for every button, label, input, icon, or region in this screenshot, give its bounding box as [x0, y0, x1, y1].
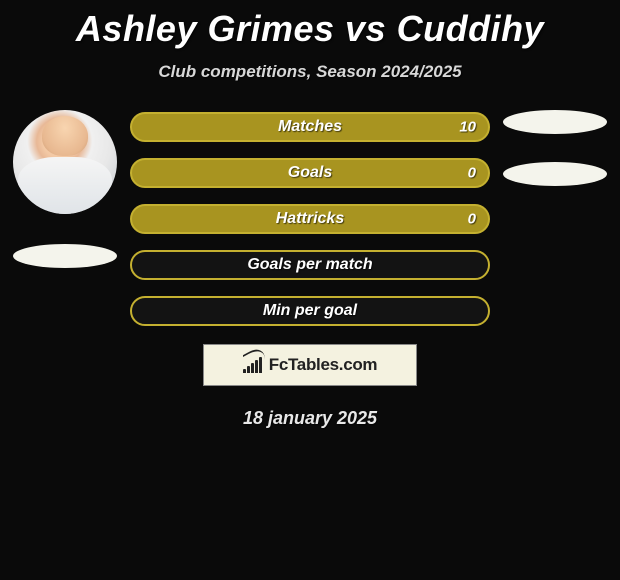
stat-label: Goals per match	[247, 256, 372, 274]
stat-bar: Hattricks 0	[130, 204, 490, 234]
subtitle: Club competitions, Season 2024/2025	[0, 62, 620, 82]
date-text: 18 january 2025	[0, 408, 620, 429]
stat-bar: Goals 0	[130, 158, 490, 188]
stats-bars: Matches 10 Goals 0 Hattricks 0 Goals per match…	[130, 110, 490, 326]
stat-label: Matches	[278, 118, 342, 136]
stat-label: Hattricks	[276, 210, 344, 228]
team-badge-right-2	[503, 162, 607, 186]
stat-bar: Goals per match	[130, 250, 490, 280]
stat-label: Goals	[288, 164, 332, 182]
left-player-col	[10, 110, 120, 268]
stat-label: Min per goal	[263, 302, 357, 320]
right-player-col	[500, 110, 610, 186]
stat-value: 10	[459, 119, 476, 136]
brand-text: FcTables.com	[269, 355, 378, 375]
stat-bar: Min per goal	[130, 296, 490, 326]
player-avatar-left	[13, 110, 117, 214]
stat-bar: Matches 10	[130, 112, 490, 142]
brand-chart-icon	[243, 357, 265, 373]
comparison-row: Matches 10 Goals 0 Hattricks 0 Goals per match…	[0, 110, 620, 326]
team-badge-right-1	[503, 110, 607, 134]
stat-value: 0	[468, 211, 476, 228]
team-badge-left	[13, 244, 117, 268]
stat-value: 0	[468, 165, 476, 182]
brand-box[interactable]: FcTables.com	[203, 344, 417, 386]
page-title: Ashley Grimes vs Cuddihy	[0, 0, 620, 50]
